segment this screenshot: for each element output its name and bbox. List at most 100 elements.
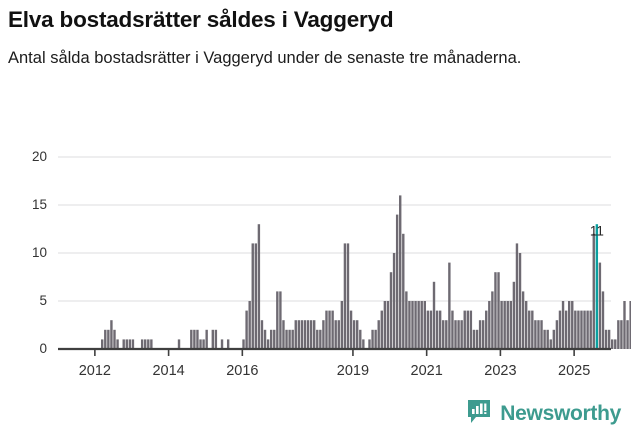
bar bbox=[214, 329, 218, 349]
bar bbox=[626, 320, 629, 349]
bar bbox=[340, 301, 344, 349]
bar bbox=[534, 320, 537, 349]
bar bbox=[346, 243, 350, 349]
bar bbox=[488, 301, 491, 349]
bar bbox=[245, 310, 248, 349]
bar bbox=[273, 329, 276, 349]
bar bbox=[349, 310, 353, 349]
bar bbox=[110, 320, 113, 349]
bar bbox=[604, 329, 608, 349]
bar bbox=[211, 329, 215, 349]
bar bbox=[362, 339, 365, 349]
bar bbox=[457, 320, 460, 349]
bar bbox=[371, 329, 374, 349]
bar bbox=[193, 329, 196, 349]
bar bbox=[402, 233, 405, 349]
bar bbox=[475, 329, 479, 349]
bar bbox=[537, 320, 540, 349]
bar bbox=[144, 339, 147, 349]
bar bbox=[589, 310, 592, 349]
bar bbox=[580, 310, 583, 349]
bar bbox=[429, 310, 433, 349]
bar bbox=[309, 320, 313, 349]
bar bbox=[104, 329, 107, 349]
x-axis-tick-label: 2016 bbox=[226, 363, 258, 379]
bar bbox=[528, 310, 531, 349]
bar bbox=[288, 329, 291, 349]
bar bbox=[481, 320, 485, 349]
bar bbox=[567, 301, 571, 349]
bar bbox=[442, 320, 445, 349]
bar bbox=[395, 214, 399, 349]
bar bbox=[266, 339, 270, 349]
y-axis-tick-label: 0 bbox=[39, 341, 47, 356]
bar bbox=[448, 262, 451, 349]
bar bbox=[423, 301, 426, 349]
x-axis-tick-label: 2019 bbox=[337, 363, 369, 379]
bar bbox=[113, 329, 116, 349]
bar bbox=[380, 310, 383, 349]
bar bbox=[331, 310, 334, 349]
bar bbox=[521, 291, 525, 349]
bar bbox=[426, 310, 430, 349]
bar bbox=[107, 329, 110, 349]
bar bbox=[598, 262, 602, 349]
bar bbox=[552, 329, 556, 349]
bar bbox=[386, 301, 390, 349]
bar bbox=[297, 320, 301, 349]
bar bbox=[368, 339, 371, 349]
y-axis-tick-label: 20 bbox=[32, 149, 47, 164]
bar bbox=[518, 253, 522, 349]
bar bbox=[294, 320, 297, 349]
bar bbox=[205, 329, 208, 349]
bar bbox=[269, 329, 273, 349]
chart-subtitle: Antal sålda bostadsrätter i Vaggeryd und… bbox=[8, 48, 522, 67]
y-axis-tick-label: 5 bbox=[39, 293, 47, 308]
bar bbox=[491, 291, 494, 349]
bar bbox=[300, 320, 304, 349]
bar bbox=[451, 310, 454, 349]
bar bbox=[316, 329, 319, 349]
bar bbox=[546, 329, 549, 349]
bar bbox=[303, 320, 307, 349]
bar bbox=[291, 329, 294, 349]
bar bbox=[405, 291, 408, 349]
bar bbox=[199, 339, 202, 349]
bar bbox=[337, 320, 340, 349]
bar bbox=[408, 301, 411, 349]
bar bbox=[469, 310, 473, 349]
bar bbox=[359, 329, 362, 349]
bar bbox=[485, 310, 488, 349]
bar bbox=[131, 339, 135, 349]
highlighted-bar bbox=[595, 224, 599, 349]
bar bbox=[279, 291, 282, 349]
bar bbox=[583, 310, 586, 349]
bar bbox=[140, 339, 144, 349]
bar bbox=[374, 329, 377, 349]
bar bbox=[417, 301, 420, 349]
bar bbox=[620, 320, 623, 349]
bar bbox=[549, 339, 552, 349]
bar bbox=[254, 243, 258, 349]
bar bbox=[414, 301, 417, 349]
x-axis-tick-label: 2012 bbox=[79, 363, 111, 379]
bar bbox=[515, 243, 519, 349]
bar bbox=[282, 320, 285, 349]
bar bbox=[420, 301, 423, 349]
bar bbox=[592, 233, 595, 349]
bar bbox=[574, 310, 577, 349]
bar bbox=[242, 339, 245, 349]
bar bbox=[399, 195, 402, 349]
bar bbox=[116, 339, 119, 349]
bar bbox=[343, 243, 347, 349]
bar bbox=[392, 253, 396, 349]
x-axis-tick-label: 2021 bbox=[411, 363, 443, 379]
bar bbox=[312, 320, 316, 349]
chart-plot-area: 0 5 10 15 20 11 2012 2014 2016 2019 2021 2023 2025 bbox=[0, 145, 631, 395]
bar bbox=[611, 339, 614, 349]
bar bbox=[531, 310, 534, 349]
y-axis-tick-label: 10 bbox=[32, 245, 47, 260]
bar bbox=[334, 320, 337, 349]
bar bbox=[177, 339, 181, 349]
